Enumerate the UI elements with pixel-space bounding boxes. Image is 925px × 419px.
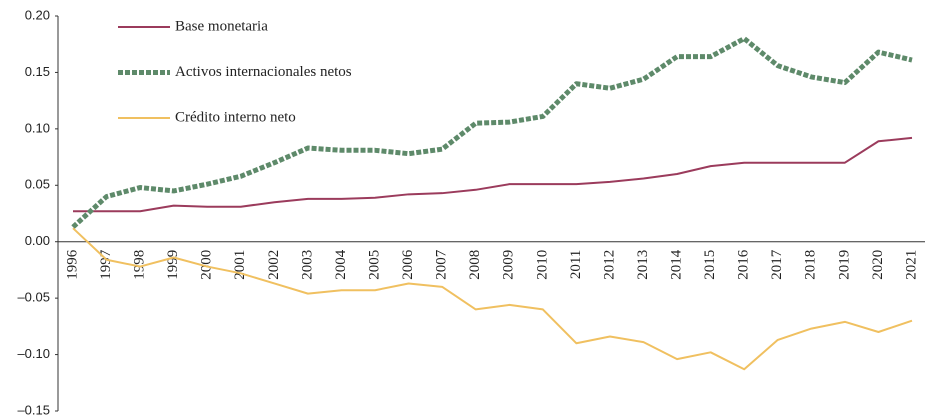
x-tick-label: 2021 xyxy=(903,250,919,280)
x-tick-label: 2015 xyxy=(702,250,718,280)
x-tick-label: 2019 xyxy=(836,250,852,280)
x-tick-label: 2010 xyxy=(534,250,550,280)
x-tick-label: 2011 xyxy=(568,250,584,279)
x-tick-label: 1996 xyxy=(64,249,80,280)
x-tick-label: 1999 xyxy=(165,250,181,280)
x-tick-label: 2020 xyxy=(870,250,886,280)
x-tick-label: 1998 xyxy=(132,250,148,280)
y-tick-label: 0.00 xyxy=(25,233,50,248)
x-tick-label: 2016 xyxy=(736,249,752,280)
x-tick-label: 2004 xyxy=(333,249,349,280)
legend-label: Activos internacionales netos xyxy=(175,64,352,80)
y-tick-label: 0.15 xyxy=(25,64,50,79)
legend-label: Crédito interno neto xyxy=(175,109,296,125)
x-tick-label: 2014 xyxy=(669,249,685,280)
series-line xyxy=(72,227,913,371)
x-tick-label: 2007 xyxy=(434,249,450,280)
y-tick-label: 0.20 xyxy=(25,7,50,22)
x-tick-label: 2012 xyxy=(601,250,617,280)
y-tick-label: –0.05 xyxy=(17,290,50,305)
x-tick-label: 2017 xyxy=(769,249,785,280)
x-tick-label: 2008 xyxy=(467,250,483,280)
x-tick-label: 2000 xyxy=(199,250,215,280)
x-tick-label: 2009 xyxy=(501,250,517,280)
series-line xyxy=(71,36,913,229)
x-tick-label: 2018 xyxy=(803,250,819,280)
y-tick-label: –0.15 xyxy=(17,402,50,417)
y-tick-label: 0.10 xyxy=(25,120,50,135)
y-tick-label: –0.10 xyxy=(17,346,50,361)
x-tick-label: 2013 xyxy=(635,250,651,280)
x-tick-label: 2002 xyxy=(266,250,282,280)
y-tick-label: 0.05 xyxy=(25,177,50,192)
x-tick-label: 2003 xyxy=(299,250,315,280)
x-tick-label: 2005 xyxy=(366,250,382,280)
x-tick-label: 2006 xyxy=(400,249,416,280)
legend-label: Base monetaria xyxy=(175,18,268,34)
series-line xyxy=(73,136,913,213)
